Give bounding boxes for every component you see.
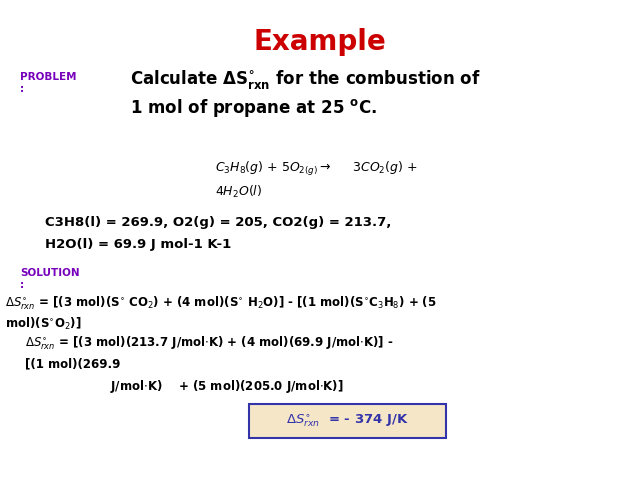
Text: $C_3H_8(g)$ + 5$O_{2(g)}$$\rightarrow$     3$CO_2(g)$ +: $C_3H_8(g)$ + 5$O_{2(g)}$$\rightarrow$ 3… — [215, 160, 418, 178]
Text: Calculate $\mathbf{\Delta S^{\circ}_{rxn}}$ for the combustion of: Calculate $\mathbf{\Delta S^{\circ}_{rxn… — [130, 68, 481, 91]
Text: PROBLEM
:: PROBLEM : — [20, 72, 77, 94]
Text: Example: Example — [253, 28, 387, 56]
Text: mol)(S$^{\circ}$O$_2$)]: mol)(S$^{\circ}$O$_2$)] — [5, 316, 82, 332]
Text: SOLUTION
:: SOLUTION : — [20, 268, 79, 289]
Text: J/mol$\cdot$K)    + (5 mol)(205.0 J/mol$\cdot$K)]: J/mol$\cdot$K) + (5 mol)(205.0 J/mol$\cd… — [110, 378, 344, 395]
Text: $\Delta S^{\circ}_{rxn}$ = [(3 mol)(S$^{\circ}$ CO$_2$) + (4 mol)(S$^{\circ}$ H$: $\Delta S^{\circ}_{rxn}$ = [(3 mol)(S$^{… — [5, 295, 436, 312]
Text: 4$H_2O(l)$: 4$H_2O(l)$ — [215, 184, 262, 200]
Text: 1 mol of propane at 25 $^{\mathbf{o}}$C.: 1 mol of propane at 25 $^{\mathbf{o}}$C. — [130, 97, 377, 119]
Text: $\Delta S^{\circ}_{rxn}$  = - 374 J/K: $\Delta S^{\circ}_{rxn}$ = - 374 J/K — [286, 413, 409, 429]
Text: H2O(l) = 69.9 J mol-1 K-1: H2O(l) = 69.9 J mol-1 K-1 — [45, 238, 231, 251]
Text: [(1 mol)(269.9: [(1 mol)(269.9 — [25, 357, 120, 370]
FancyBboxPatch shape — [249, 404, 446, 438]
Text: $\Delta S^{\circ}_{rxn}$ = [(3 mol)(213.7 J/mol$\cdot$K) + (4 mol)(69.9 J/mol$\c: $\Delta S^{\circ}_{rxn}$ = [(3 mol)(213.… — [25, 335, 394, 352]
Text: C3H8(l) = 269.9, O2(g) = 205, CO2(g) = 213.7,: C3H8(l) = 269.9, O2(g) = 205, CO2(g) = 2… — [45, 216, 392, 229]
